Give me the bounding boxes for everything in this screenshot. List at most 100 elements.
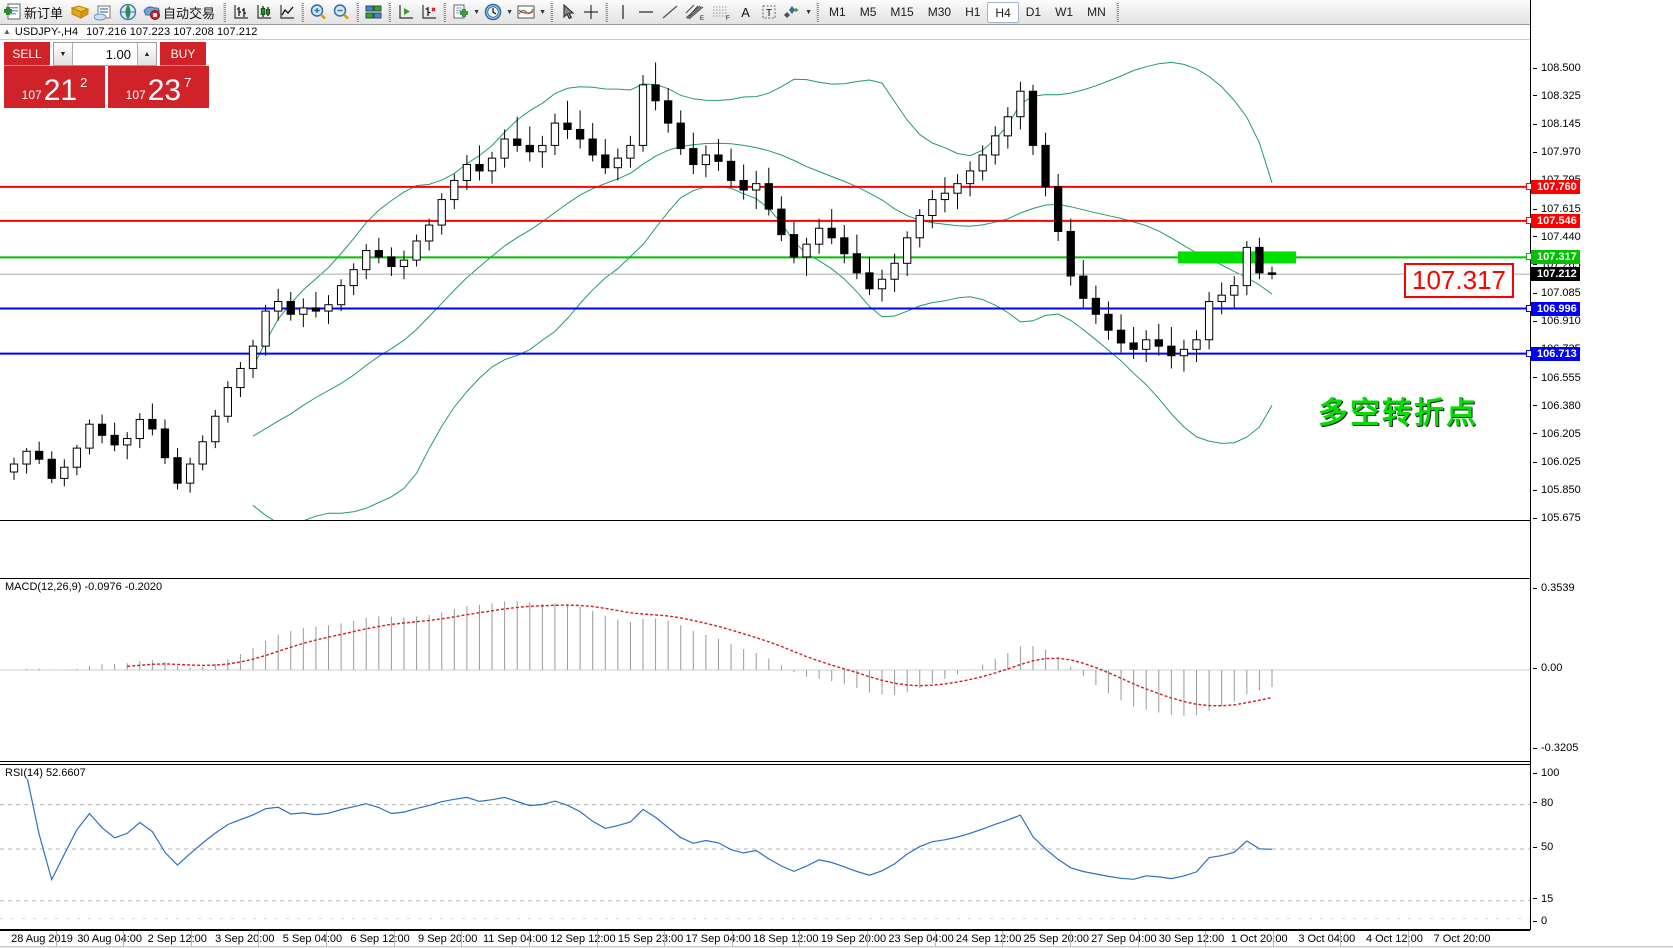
oct-top-row: SELL ▼ 1.00 ▲ BUY [4,42,214,66]
time-axis-label: 3 Oct 04:00 [1298,933,1356,945]
toolbar-separator [301,2,305,22]
tile-windows-icon[interactable] [362,1,385,24]
fibonacci-icon[interactable]: F [708,1,734,24]
price-tick: 108.325 [1531,90,1581,102]
time-axis[interactable]: 28 Aug 2019 30 Aug 04:00 2 Sep 12:00 3 Sep … [0,930,1530,948]
sell-button-label[interactable]: SELL [4,42,50,66]
time-axis-label: 5 Sep 04:00 [282,933,343,945]
time-axis-separator [1272,931,1274,948]
time-axis-separator [1002,931,1004,948]
line-chart-icon[interactable] [275,1,298,24]
price-scale[interactable]: 108.500108.325108.145107.970107.795107.6… [1526,0,1673,930]
price-level-badge[interactable]: 107.212 [1531,267,1580,282]
volume-increment-icon[interactable]: ▲ [137,43,156,65]
timeframe-m5[interactable]: M5 [859,4,877,19]
timeframe-m15[interactable]: M15 [890,4,914,19]
price-level-badge[interactable]: 107.317 [1531,250,1580,265]
macd-tick: -0.3205 [1531,742,1578,754]
price-tick: 106.555 [1531,372,1581,384]
sell-price-sup: 2 [80,75,88,90]
time-axis-separator [258,931,260,948]
time-axis-label: 23 Sep 04:00 [888,933,954,945]
price-tick: 108.145 [1531,118,1581,130]
time-axis-label: 4 Oct 12:00 [1365,933,1423,945]
timeframe-w1[interactable]: W1 [1055,4,1074,19]
time-axis-label: 18 Sep 12:00 [753,933,819,945]
chevron-down-icon[interactable]: ▼ [539,8,546,16]
price-level-badge[interactable]: 107.760 [1531,179,1580,194]
price-tick: 107.085 [1531,287,1581,299]
chevron-down-icon[interactable]: ▼ [473,8,480,16]
templates-icon[interactable] [449,1,472,24]
globe-icon[interactable] [116,1,140,24]
collapse-arrow-icon[interactable]: ▲ [3,27,11,36]
publish-icon[interactable] [92,1,116,24]
rsi-chart-svg [0,774,1530,902]
text-label-icon[interactable]: A [741,4,750,20]
buy-price-button[interactable]: 107 23 7 [108,66,209,108]
time-axis-label: 17 Sep 04:00 [685,933,751,945]
time-axis-separator [934,931,936,948]
toolbar-separator [1115,2,1119,22]
toolbar-separator [388,2,392,22]
expert-advisor-icon[interactable]: 自动交易 [140,1,220,24]
macd-label: MACD(12,26,9) -0.0976 -0.2020 [3,581,165,593]
auto-scroll-icon[interactable] [417,1,440,24]
time-axis-label: 1 Oct 20:00 [1230,933,1288,945]
chevron-down-icon[interactable]: ▼ [506,8,513,16]
timeframe-m1[interactable]: M1 [829,4,846,19]
sell-price-big-left: 107 [21,88,42,102]
shapes-icon[interactable] [780,1,804,24]
time-axis-separator [664,931,666,948]
buy-button-label[interactable]: BUY [160,42,206,66]
hline-icon[interactable] [634,1,658,24]
vline-icon[interactable] [611,1,634,24]
cursor-icon[interactable] [556,1,579,24]
price-tick: 106.205 [1531,428,1581,440]
price-tick: 105.675 [1531,512,1581,524]
timeframe-m30[interactable]: M30 [927,4,952,19]
candlestick-chart-icon[interactable] [252,1,275,24]
price-level-badge[interactable]: 107.546 [1531,213,1580,228]
time-axis-label: 11 Sep 04:00 [483,933,548,945]
timeframe-d1[interactable]: D1 [1025,4,1042,19]
timeframe-h1[interactable]: H1 [965,4,981,19]
macd-tick: 0.00 [1531,662,1562,674]
timeframe-mn[interactable]: MN [1087,4,1106,19]
chart-shift-icon[interactable] [394,1,417,24]
zoom-out-icon[interactable] [330,1,353,24]
volume-value[interactable]: 1.00 [105,46,131,62]
volume-stepper[interactable]: ▼ 1.00 ▲ [53,42,157,66]
oct-price-row: 107 21 2 107 23 7 [4,66,214,108]
indicators-icon[interactable] [514,1,538,24]
time-axis-separator [596,931,598,948]
price-level-badge[interactable]: 106.713 [1531,346,1580,361]
folder-icon[interactable] [68,1,92,24]
macd-pane: MACD(12,26,9) -0.0976 -0.2020 [0,578,1530,762]
chevron-down-icon[interactable]: ▼ [805,8,812,16]
rsi-tick: 15 [1531,893,1553,905]
zoom-in-icon[interactable] [307,1,330,24]
time-axis-label: 6 Sep 12:00 [350,933,410,945]
svg-text:F: F [726,16,730,21]
volume-decrement-icon[interactable]: ▼ [54,43,73,65]
new-order-button[interactable]: 新订单 [2,1,68,24]
period-icon[interactable] [481,1,505,24]
time-axis-separator [1408,931,1409,948]
rsi-tick: 50 [1531,841,1553,853]
price-level-badge[interactable]: 106.996 [1531,301,1580,316]
timeframe-h4[interactable]: H4 [987,1,1019,23]
time-axis-separator [799,931,801,948]
chart-annotation-text: 多空转折点 [1318,396,1478,431]
time-axis-separator [731,931,733,948]
bar-chart-icon[interactable] [229,1,252,24]
equidistant-channel-icon[interactable]: E [682,1,708,24]
sell-price-button[interactable]: 107 21 2 [4,66,105,108]
price-tick: 107.970 [1531,146,1581,158]
text-box-icon[interactable]: T [757,1,780,24]
trendline-icon[interactable] [658,1,682,24]
crosshair-icon[interactable] [579,1,602,24]
time-axis-separator [1137,931,1139,948]
rsi-tick: 80 [1531,797,1553,809]
